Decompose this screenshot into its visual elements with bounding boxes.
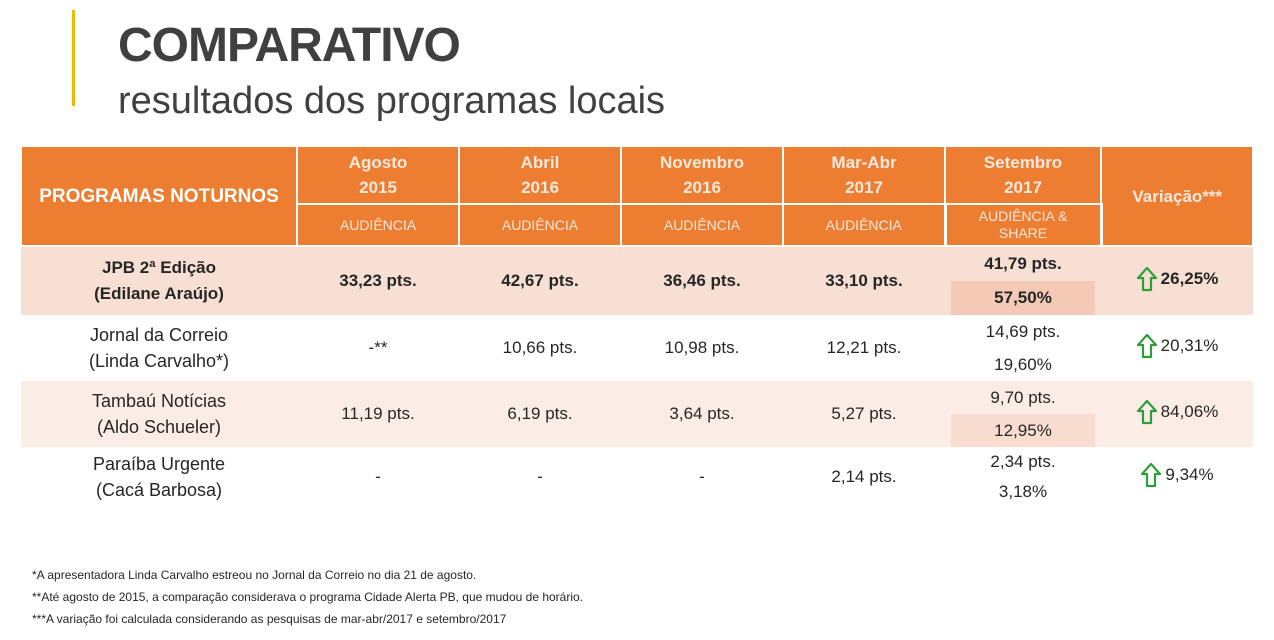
table-row: Jornal da Correio (Linda Carvalho*) -** 1… <box>21 315 1253 381</box>
title-accent-bar <box>72 10 75 106</box>
september-audience: 14,69 pts. <box>985 321 1061 341</box>
period-month: Novembro <box>659 153 745 172</box>
audience-value: 33,10 pts. <box>783 246 945 315</box>
program-cell: Paraíba Urgente (Cacá Barbosa) <box>21 447 297 507</box>
september-cell: 9,70 pts. 12,95% <box>945 381 1101 447</box>
up-arrow-icon <box>1136 266 1157 291</box>
program-host: (Edilane Araújo) <box>94 284 224 303</box>
up-arrow-icon <box>1136 333 1157 358</box>
audience-value: 36,46 pts. <box>621 246 783 315</box>
metric-header: AUDIÊNCIA <box>296 203 460 247</box>
variation-value: 84,06% <box>1160 401 1219 421</box>
audience-value: 33,23 pts. <box>297 246 459 315</box>
period-year: 2015 <box>359 178 397 197</box>
variation-cell: 20,31% <box>1101 315 1253 381</box>
page-subtitle: resultados dos programas locais <box>118 80 666 122</box>
audience-value: 11,19 pts. <box>297 381 459 447</box>
period-month: Abril <box>520 153 560 172</box>
table-row: Paraíba Urgente (Cacá Barbosa) - - - 2,14… <box>21 447 1253 507</box>
variation-value: 9,34% <box>1165 464 1214 484</box>
programs-column-header: PROGRAMAS NOTURNOS <box>20 145 298 247</box>
footnotes: *A apresentadora Linda Carvalho estreou … <box>32 564 583 630</box>
audience-value: -** <box>297 315 459 381</box>
period-year: 2017 <box>845 178 883 197</box>
program-name: Jornal da Correio <box>89 325 229 345</box>
comparison-table: PROGRAMAS NOTURNOS Agosto 2015 Abril 2016 … <box>20 145 1254 507</box>
audience-value: 10,66 pts. <box>459 315 621 381</box>
september-cell: 41,79 pts. 57,50% <box>945 246 1101 315</box>
program-name: JPB 2ª Edição <box>101 258 216 277</box>
september-share: 12,95% <box>951 414 1095 447</box>
variation-column-header: Variação*** <box>1100 145 1254 247</box>
metric-header: AUDIÊNCIA <box>620 203 784 247</box>
program-cell: Jornal da Correio (Linda Carvalho*) <box>21 315 297 381</box>
metric-label: AUDIÊNCIA & <box>978 208 1068 224</box>
audience-value: 10,98 pts. <box>621 315 783 381</box>
period-month: Mar-Abr <box>831 153 897 172</box>
footnote: ***A variação foi calculada considerando… <box>32 612 507 626</box>
audience-value: 6,19 pts. <box>459 381 621 447</box>
september-share: 57,50% <box>951 281 1095 315</box>
program-host: (Linda Carvalho*) <box>88 351 230 371</box>
page-title: COMPARATIVO <box>118 19 461 72</box>
period-header: Agosto 2015 <box>296 145 460 205</box>
september-cell: 14,69 pts. 19,60% <box>945 315 1101 381</box>
variation-value: 26,25% <box>1160 268 1219 288</box>
period-header: Novembro 2016 <box>620 145 784 205</box>
program-cell: Tambaú Notícias (Aldo Schueler) <box>21 381 297 447</box>
audience-value: - <box>459 447 621 507</box>
september-share: 3,18% <box>998 482 1048 501</box>
audience-value: 42,67 pts. <box>459 246 621 315</box>
program-host: (Cacá Barbosa) <box>95 480 223 500</box>
audience-value: 3,64 pts. <box>621 381 783 447</box>
audience-value: - <box>621 447 783 507</box>
footnote: *A apresentadora Linda Carvalho estreou … <box>32 568 477 582</box>
september-audience: 9,70 pts. <box>990 387 1056 407</box>
variation-cell: 84,06% <box>1101 381 1253 447</box>
variation-value: 20,31% <box>1160 335 1219 355</box>
footnote: **Até agosto de 2015, a comparação consi… <box>32 590 584 604</box>
table-row: JPB 2ª Edição (Edilane Araújo) 33,23 pts.… <box>21 246 1253 315</box>
audience-value: 12,21 pts. <box>783 315 945 381</box>
up-arrow-icon <box>1141 462 1162 487</box>
period-header: Abril 2016 <box>458 145 622 205</box>
period-year: 2016 <box>683 178 721 197</box>
september-audience: 41,79 pts. <box>984 254 1062 273</box>
metric-header: AUDIÊNCIA & SHARE <box>943 203 1103 247</box>
variation-cell: 26,25% <box>1101 246 1253 315</box>
program-name: Tambaú Notícias <box>91 391 227 411</box>
audience-value: 2,14 pts. <box>783 447 945 507</box>
period-year: 2016 <box>521 178 559 197</box>
up-arrow-icon <box>1136 399 1157 424</box>
period-month: Setembro <box>983 153 1063 172</box>
audience-value: 5,27 pts. <box>783 381 945 447</box>
period-header: Mar-Abr 2017 <box>782 145 946 205</box>
table-row: Tambaú Notícias (Aldo Schueler) 11,19 pts… <box>21 381 1253 447</box>
september-audience: 2,34 pts. <box>990 452 1056 471</box>
september-cell: 2,34 pts. 3,18% <box>945 447 1101 507</box>
program-name: Paraíba Urgente <box>92 454 226 474</box>
period-header: Setembro 2017 <box>944 145 1102 205</box>
metric-label: SHARE <box>998 225 1048 241</box>
metric-header: AUDIÊNCIA <box>458 203 622 247</box>
variation-cell: 9,34% <box>1101 447 1253 507</box>
period-year: 2017 <box>1004 178 1042 197</box>
period-month: Agosto <box>348 153 408 172</box>
metric-header: AUDIÊNCIA <box>782 203 946 247</box>
audience-value: - <box>297 447 459 507</box>
program-host: (Aldo Schueler) <box>96 417 222 437</box>
september-share: 19,60% <box>994 354 1052 374</box>
program-cell: JPB 2ª Edição (Edilane Araújo) <box>21 246 297 315</box>
